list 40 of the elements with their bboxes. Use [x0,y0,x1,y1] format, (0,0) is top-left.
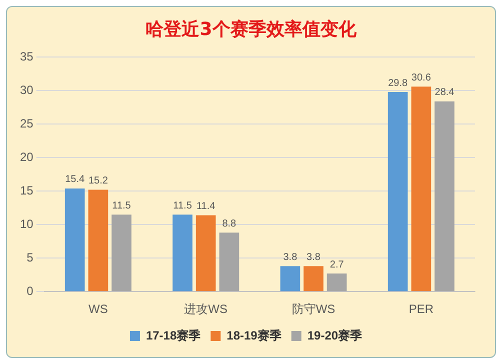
data-label: 11.5 [173,200,192,212]
bar [112,214,132,292]
bar [326,274,347,292]
y-tick-label: 5 [26,250,34,264]
data-label: 11.4 [196,201,216,212]
bar [64,188,85,292]
y-tick-label: 30 [20,83,34,97]
data-label: 8.8 [222,218,237,230]
data-label: 15.2 [88,176,108,187]
data-label: 3.8 [306,252,321,263]
x-tick-label: PER [408,302,434,316]
y-tick-label: 35 [20,50,34,64]
data-label: 11.5 [112,200,132,212]
bar [411,86,432,292]
x-tick-label: 进攻WS [184,302,228,316]
bar [88,190,108,292]
y-tick-label: 0 [26,284,34,298]
bar [280,266,300,292]
y-tick-label: 25 [20,116,34,130]
y-tick-label: 20 [20,150,34,164]
bar [434,101,454,292]
bar [172,214,192,292]
legend-label: 19-20赛季 [307,328,364,342]
x-tick-label: WS [88,302,108,316]
data-label: 3.8 [283,252,298,263]
y-tick-label: 10 [20,216,34,231]
bar [196,215,216,292]
legend-label: 18-19赛季 [226,328,282,342]
data-label: 29.8 [388,78,408,89]
data-label: 15.4 [65,174,86,186]
data-label: 2.7 [330,259,344,270]
bar [388,92,408,292]
legend-label: 17-18赛季 [146,328,202,342]
bar [304,266,324,292]
y-tick-label: 15 [20,183,34,198]
data-label: 30.6 [411,72,432,84]
x-tick-label: 防守WS [292,302,336,316]
data-label: 28.4 [434,87,455,98]
bar [219,232,240,292]
chart-title: 哈登近3个赛季效率值变化 [144,18,358,41]
